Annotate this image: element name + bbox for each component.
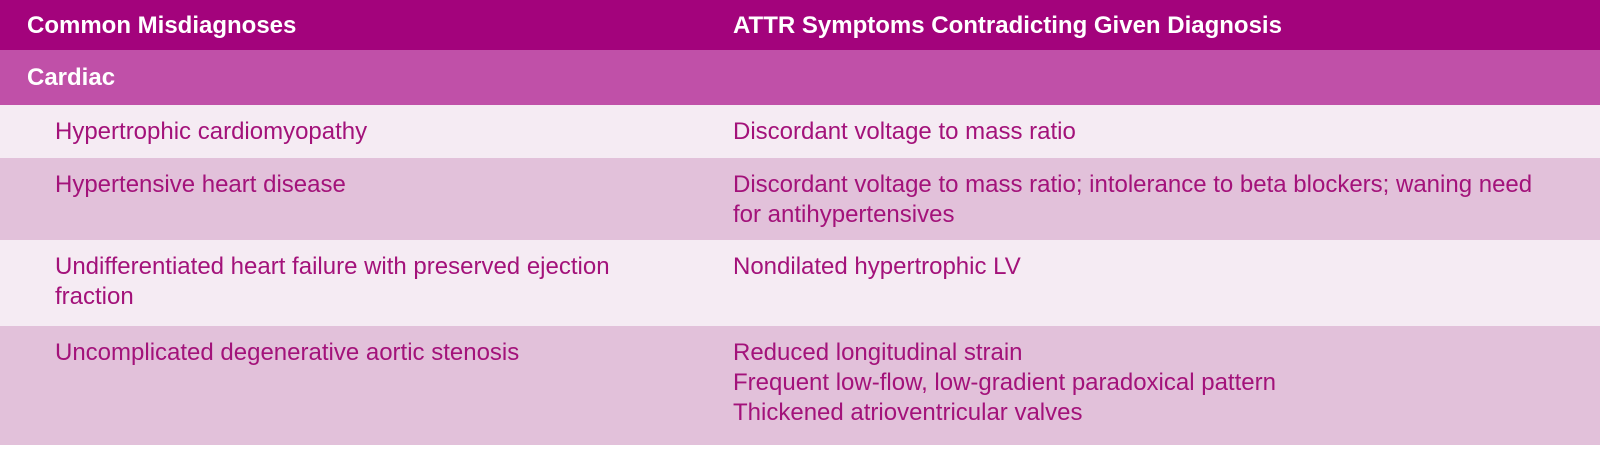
- header-row: Common Misdiagnoses ATTR Symptoms Contrad…: [0, 0, 1600, 50]
- section-cell: Cardiac: [0, 63, 733, 105]
- section-row: Cardiac: [0, 50, 1600, 105]
- table-cell: Undifferentiated heart failure with pres…: [0, 252, 733, 326]
- cell-text: Undifferentiated heart failure with pres…: [55, 253, 610, 310]
- section-label: Cardiac: [27, 64, 116, 91]
- table-row: Hypertensive heart disease Discordant vol…: [0, 158, 1600, 240]
- table-cell: Uncomplicated degenerative aortic stenos…: [0, 338, 733, 445]
- cell-text: Discordant voltage to mass ratio; intole…: [733, 171, 1533, 228]
- section-cell: [733, 63, 1600, 105]
- table-cell: Nondilated hypertrophic LV: [733, 252, 1600, 326]
- table-cell: Discordant voltage to mass ratio: [733, 117, 1600, 158]
- cell-line: Thickened atrioventricular valves: [733, 399, 1083, 426]
- table-cell: Discordant voltage to mass ratio; intole…: [733, 170, 1600, 240]
- table-row: Undifferentiated heart failure with pres…: [0, 240, 1600, 326]
- table-row: Uncomplicated degenerative aortic stenos…: [0, 326, 1600, 445]
- cell-text: Uncomplicated degenerative aortic stenos…: [55, 339, 520, 366]
- header-cell: ATTR Symptoms Contradicting Given Diagno…: [733, 11, 1600, 50]
- cell-text: Hypertensive heart disease: [55, 171, 346, 198]
- table-cell: Hypertensive heart disease: [0, 170, 733, 240]
- cell-text: Discordant voltage to mass ratio: [733, 118, 1076, 145]
- cell-line: Frequent low-flow, low-gradient paradoxi…: [733, 369, 1276, 396]
- cell-line: Reduced longitudinal strain: [733, 339, 1023, 366]
- cell-text: Hypertrophic cardiomyopathy: [55, 118, 368, 145]
- column-header: ATTR Symptoms Contradicting Given Diagno…: [733, 12, 1282, 39]
- column-header: Common Misdiagnoses: [27, 12, 297, 39]
- table-cell: Reduced longitudinal strain Frequent low-…: [733, 338, 1600, 445]
- table-row: Hypertrophic cardiomyopathy Discordant vo…: [0, 105, 1600, 158]
- header-cell: Common Misdiagnoses: [0, 11, 733, 50]
- table: Common Misdiagnoses ATTR Symptoms Contrad…: [0, 0, 1600, 445]
- table-cell: Hypertrophic cardiomyopathy: [0, 117, 733, 158]
- cell-text: Nondilated hypertrophic LV: [733, 253, 1021, 280]
